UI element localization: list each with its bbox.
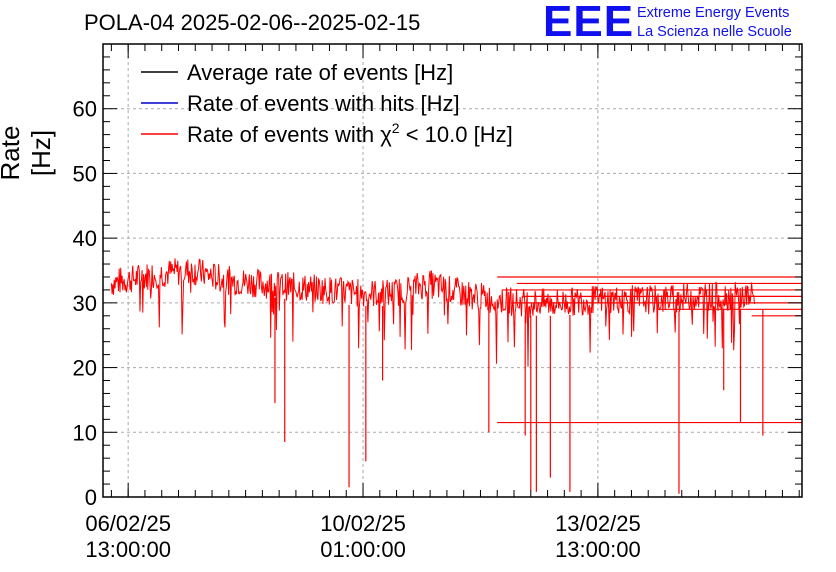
x-tick-label-date: 10/02/25	[320, 511, 406, 536]
x-tick-label-date: 06/02/25	[85, 511, 171, 536]
legend: Average rate of events [Hz] Rate of event…	[141, 60, 513, 147]
x-tick-label-time: 13:00:00	[85, 537, 171, 562]
eee-logo: EEE	[543, 0, 635, 46]
legend-label: Rate of events with hits [Hz]	[187, 91, 460, 116]
logo-caption-line2: La Scienza nelle Scuole	[637, 24, 792, 40]
y-tick-label: 10	[73, 420, 97, 445]
y-tick-label: 0	[85, 485, 97, 510]
x-tick-labels: 06/02/2513:00:0010/02/2501:00:0013/02/25…	[85, 511, 640, 562]
x-tick-label-time: 01:00:00	[320, 537, 406, 562]
axis-ticks	[103, 44, 802, 498]
chart-title: POLA-04 2025-02-06--2025-02-15	[84, 10, 421, 35]
y-axis-label: Rate [Hz]	[0, 125, 56, 181]
y-tick-labels: 0 10 20 30 40 50 60	[73, 97, 97, 510]
plot-frame	[102, 43, 803, 498]
y-tick-label: 40	[73, 226, 97, 251]
x-tick-label-date: 13/02/25	[555, 511, 641, 536]
y-tick-label: 50	[73, 161, 97, 186]
y-tick-label: 60	[73, 97, 97, 122]
series-line	[110, 258, 755, 367]
y-tick-label: 20	[73, 356, 97, 381]
grid-lines	[103, 44, 802, 497]
legend-label: Rate of events with χ2 < 10.0 [Hz]	[187, 120, 513, 147]
logo-caption: Extreme Energy Events La Scienza nelle S…	[637, 4, 792, 42]
logo-caption-line1: Extreme Energy Events	[637, 5, 790, 21]
y-tick-label: 30	[73, 291, 97, 316]
red-series-chi2	[110, 258, 802, 494]
x-tick-label-time: 13:00:00	[555, 537, 641, 562]
legend-label: Average rate of events [Hz]	[187, 60, 453, 85]
